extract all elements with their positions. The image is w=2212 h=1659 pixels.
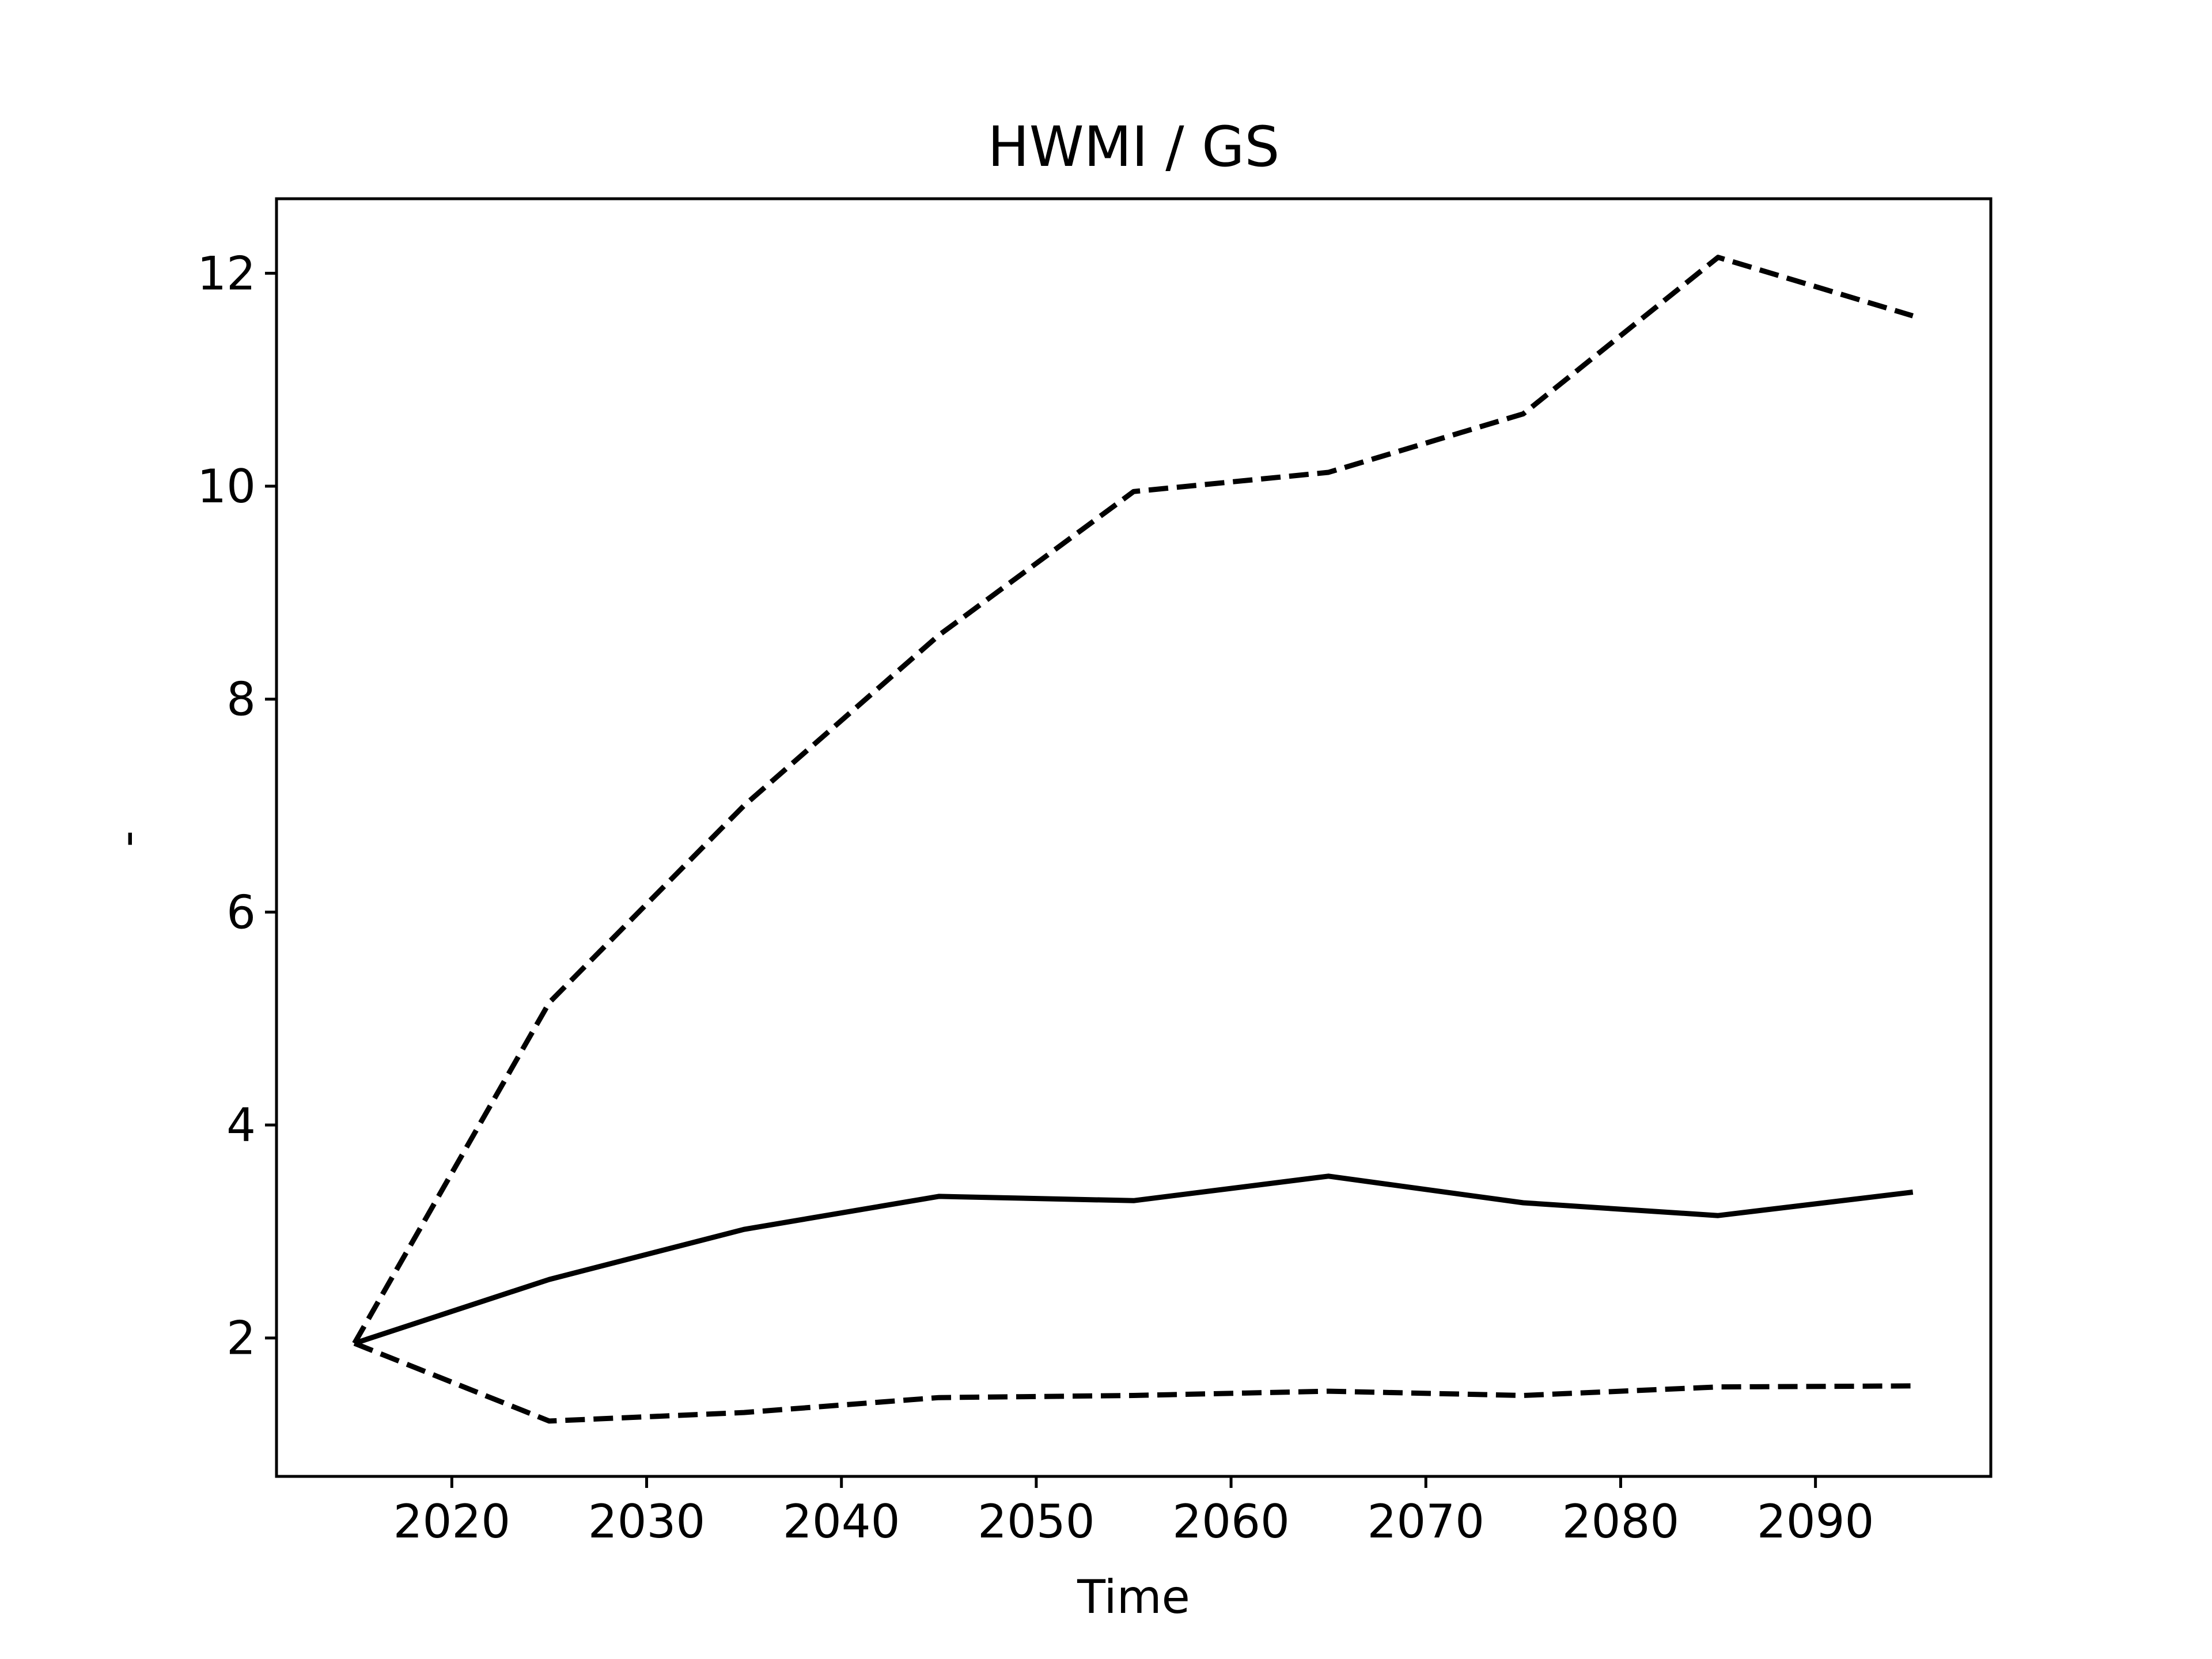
x-axis-ticks: 2020 2030 2040 2050 2060 2070 2080 2090 bbox=[393, 1476, 1874, 1548]
y-tick-label: 6 bbox=[226, 885, 256, 939]
plot-frame bbox=[275, 197, 1993, 1478]
plot-area bbox=[276, 199, 1991, 1476]
x-tick-label: 2080 bbox=[1562, 1495, 1680, 1548]
x-tick-label: 2090 bbox=[1757, 1495, 1874, 1548]
x-tick-label: 2050 bbox=[978, 1495, 1095, 1548]
x-tick-label: 2020 bbox=[393, 1495, 511, 1548]
series-layer bbox=[352, 255, 1914, 1424]
y-axis-ticks: 2 4 6 8 10 12 bbox=[197, 247, 276, 1365]
y-tick-label: 8 bbox=[226, 673, 256, 726]
x-tick-label: 2070 bbox=[1367, 1495, 1484, 1548]
y-tick-label: 12 bbox=[197, 247, 256, 300]
series-line-2-dashed bbox=[352, 255, 1914, 1345]
x-axis-label: Time bbox=[1077, 1570, 1190, 1624]
y-axis-label: - bbox=[100, 831, 154, 847]
x-tick-label: 2030 bbox=[588, 1495, 706, 1548]
series-line-3-dashed bbox=[353, 1340, 1913, 1424]
y-tick-label: 10 bbox=[197, 460, 256, 513]
chart-title: HWMI / GS bbox=[988, 115, 1280, 179]
x-tick-label: 2060 bbox=[1172, 1495, 1290, 1548]
series-line-1-solid bbox=[353, 1173, 1914, 1346]
y-tick-label: 4 bbox=[226, 1099, 256, 1152]
x-tick-label: 2040 bbox=[783, 1495, 900, 1548]
y-tick-label: 2 bbox=[226, 1312, 256, 1365]
